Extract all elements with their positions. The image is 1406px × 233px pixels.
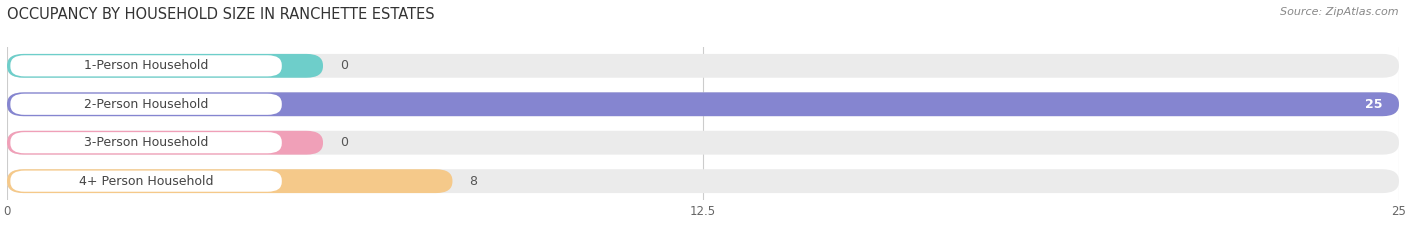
FancyBboxPatch shape xyxy=(7,54,323,78)
FancyBboxPatch shape xyxy=(7,169,1399,193)
FancyBboxPatch shape xyxy=(10,94,281,115)
FancyBboxPatch shape xyxy=(7,131,1399,155)
FancyBboxPatch shape xyxy=(10,171,281,192)
Text: Source: ZipAtlas.com: Source: ZipAtlas.com xyxy=(1281,7,1399,17)
FancyBboxPatch shape xyxy=(10,132,281,153)
Text: 8: 8 xyxy=(470,175,477,188)
Text: 1-Person Household: 1-Person Household xyxy=(84,59,208,72)
FancyBboxPatch shape xyxy=(10,55,281,76)
Text: OCCUPANCY BY HOUSEHOLD SIZE IN RANCHETTE ESTATES: OCCUPANCY BY HOUSEHOLD SIZE IN RANCHETTE… xyxy=(7,7,434,22)
FancyBboxPatch shape xyxy=(7,92,1399,116)
Text: 4+ Person Household: 4+ Person Household xyxy=(79,175,214,188)
FancyBboxPatch shape xyxy=(7,169,453,193)
Text: 25: 25 xyxy=(1365,98,1382,111)
Text: 3-Person Household: 3-Person Household xyxy=(84,136,208,149)
FancyBboxPatch shape xyxy=(7,54,1399,78)
Text: 0: 0 xyxy=(340,59,347,72)
FancyBboxPatch shape xyxy=(7,131,323,155)
Text: 0: 0 xyxy=(340,136,347,149)
Text: 2-Person Household: 2-Person Household xyxy=(84,98,208,111)
FancyBboxPatch shape xyxy=(7,92,1399,116)
